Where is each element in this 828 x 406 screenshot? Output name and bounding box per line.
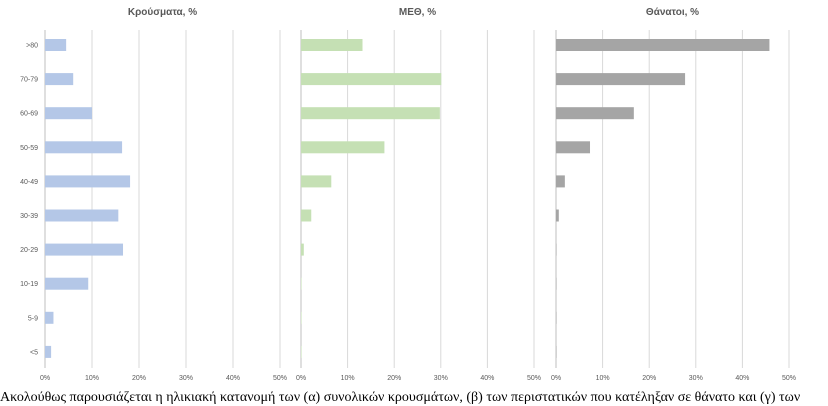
bar: [301, 277, 302, 290]
bar: [45, 345, 52, 358]
x-tick-label: 20%: [642, 375, 656, 382]
bar: [301, 141, 385, 154]
bar: [556, 73, 686, 86]
category-label: >80: [26, 43, 38, 50]
x-tick-label: 10%: [341, 375, 355, 382]
category-label: 40-49: [20, 179, 38, 186]
bar: [556, 243, 557, 256]
bar: [301, 107, 440, 120]
x-tick-label: 20%: [387, 375, 401, 382]
chart-title: Κρούσματα, %: [128, 7, 197, 18]
category-label: 30-39: [20, 213, 38, 220]
bar: [301, 73, 442, 86]
bar: [556, 209, 559, 222]
bar: [45, 277, 89, 290]
x-tick-label: 30%: [434, 375, 448, 382]
x-tick-label: 30%: [179, 375, 193, 382]
x-tick-label: 40%: [480, 375, 494, 382]
category-label: <5: [30, 349, 38, 356]
caption-text: Ακολούθως παρουσιάζεται η ηλικιακή καταν…: [0, 390, 801, 405]
category-label: 10-19: [20, 281, 38, 288]
bar: [301, 311, 302, 324]
category-label: 20-29: [20, 247, 38, 254]
x-tick-label: 10%: [85, 375, 99, 382]
x-tick-label: 40%: [735, 375, 749, 382]
bar: [301, 243, 304, 256]
x-tick-label: 40%: [226, 375, 240, 382]
bar: [45, 73, 74, 86]
x-tick-label: 50%: [273, 375, 287, 382]
bar: [45, 243, 124, 256]
bar: [556, 141, 591, 154]
bar: [45, 175, 131, 188]
x-tick-label: 0%: [296, 375, 306, 382]
bar: [301, 345, 302, 358]
bar: [556, 345, 557, 358]
bar: [556, 39, 770, 51]
x-tick-label: 20%: [132, 375, 146, 382]
x-tick-label: 0%: [40, 375, 50, 382]
bar: [301, 209, 312, 222]
x-tick-label: 0%: [551, 375, 561, 382]
chart-panel-2: ΜΕΘ, % 0% 10% 20% 30% 40% 50%: [296, 7, 541, 382]
bar: [556, 107, 634, 120]
bar: [301, 39, 363, 51]
bar: [45, 141, 123, 154]
bar: [301, 175, 332, 188]
chart-panel-1: Κρούσματα, % 0% 10% 20% 30% 40% 50% >80 70-79 60-…: [20, 7, 287, 382]
bar: [45, 209, 119, 222]
category-label: 70-79: [20, 77, 38, 84]
x-tick-label: 50%: [527, 375, 541, 382]
bar: [556, 277, 557, 290]
bar: [45, 39, 67, 51]
bar: [45, 311, 54, 324]
x-tick-label: 50%: [782, 375, 796, 382]
bar: [45, 107, 92, 120]
category-label: 60-69: [20, 111, 38, 118]
chart-title: ΜΕΘ, %: [399, 7, 436, 18]
bar: [556, 175, 565, 188]
category-label: 50-59: [20, 145, 38, 152]
category-label: 5-9: [28, 315, 38, 322]
chart-title: Θάνατοι, %: [646, 7, 699, 18]
bar: [556, 311, 557, 324]
x-tick-label: 30%: [689, 375, 703, 382]
x-tick-label: 10%: [596, 375, 610, 382]
chart-panel-3: Θάνατοι, % 0% 10% 20% 30% 40% 50%: [551, 7, 796, 382]
